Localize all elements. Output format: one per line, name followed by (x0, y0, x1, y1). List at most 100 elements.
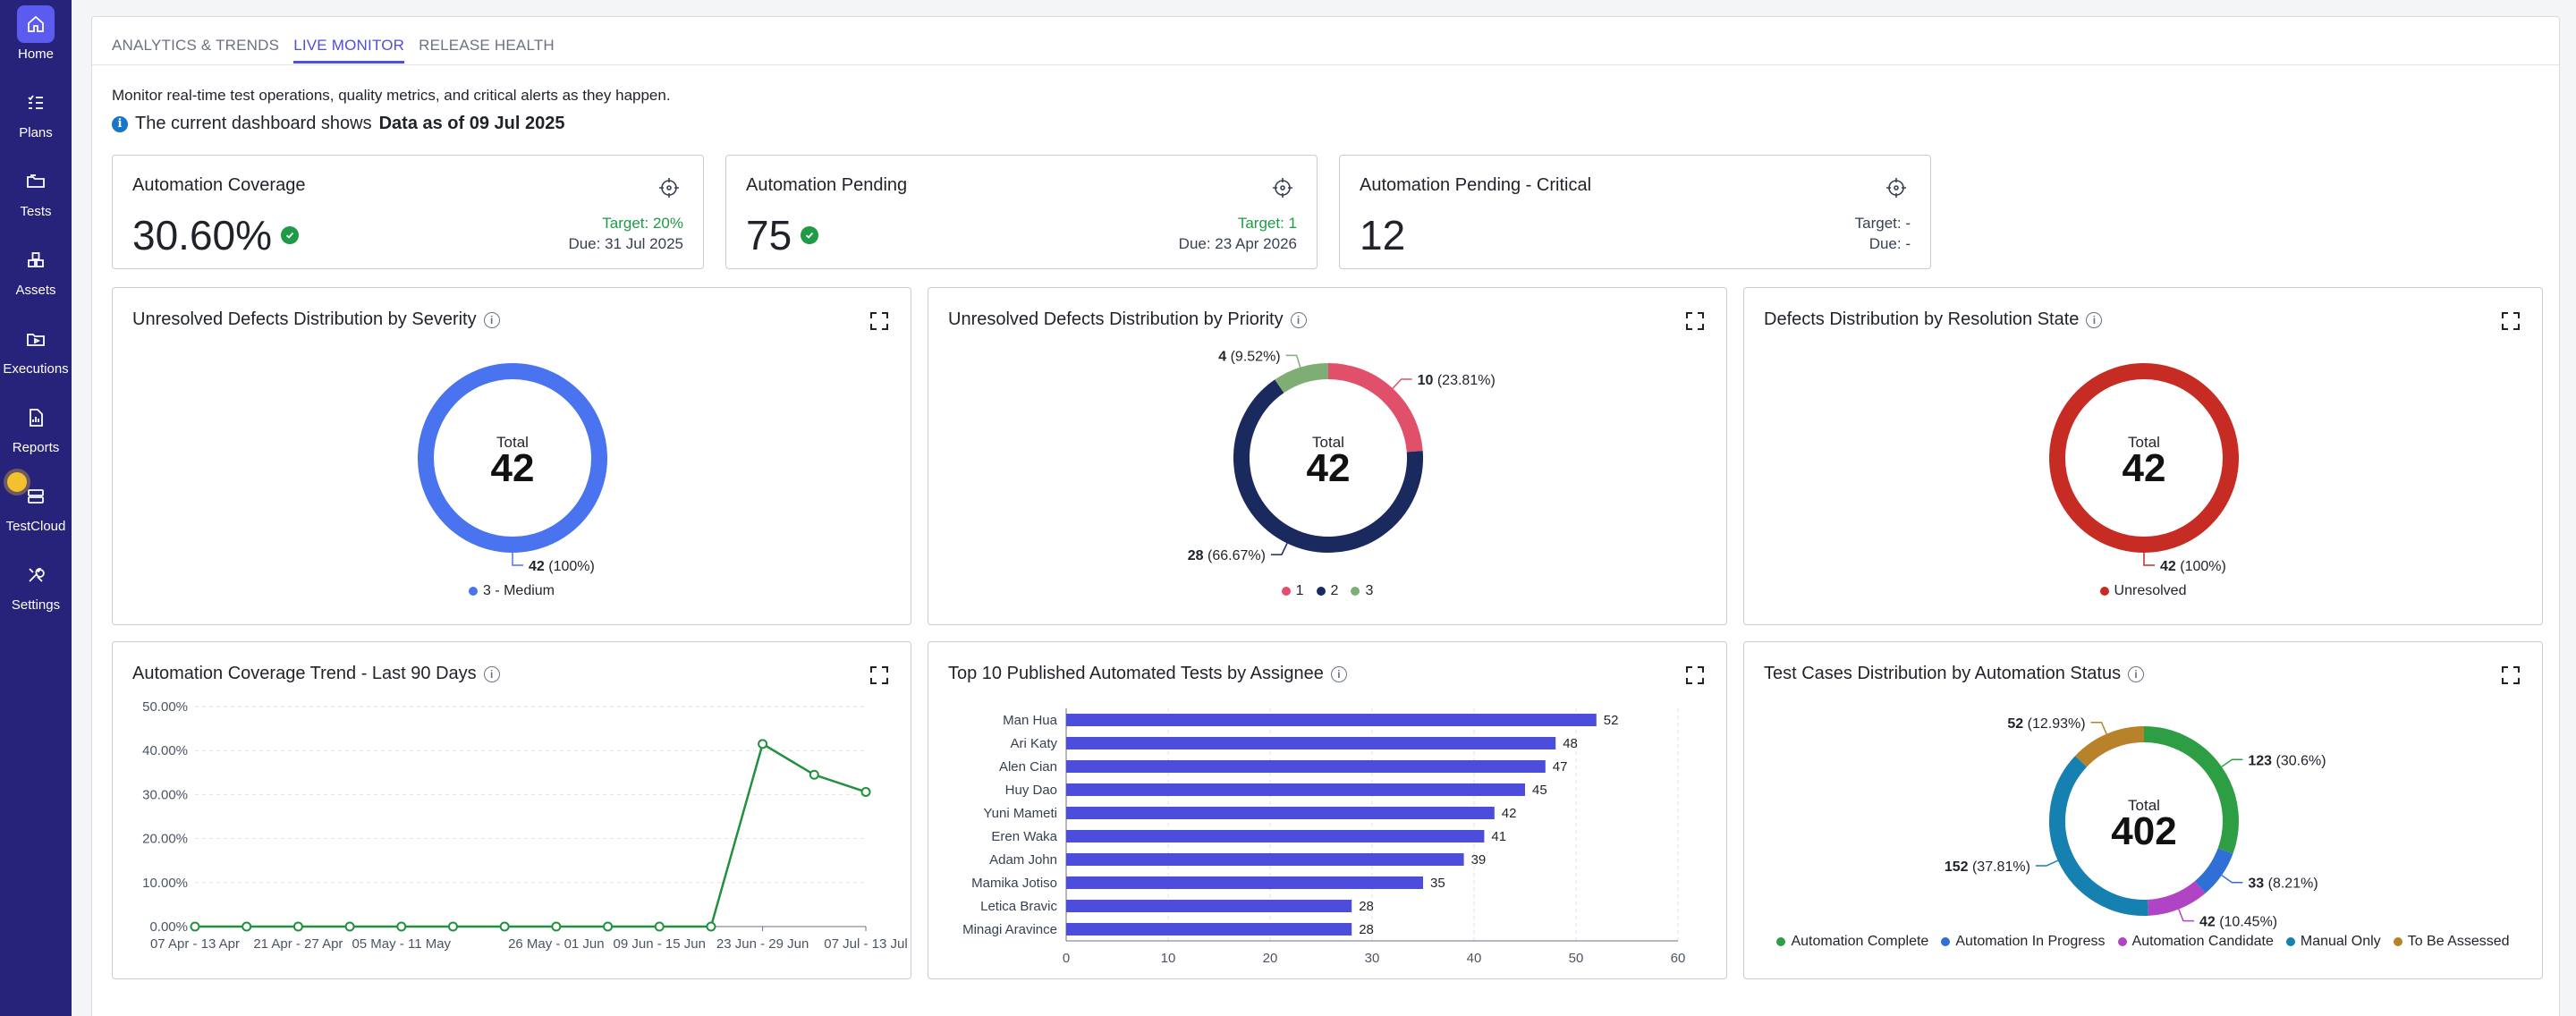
expand-icon[interactable] (1685, 311, 1705, 331)
legend-item[interactable]: 1 (1281, 583, 1304, 599)
info-icon[interactable]: i (1330, 665, 1347, 682)
sidebar-item-settings[interactable]: Settings (0, 553, 72, 624)
kpi-value: 75 (746, 211, 819, 259)
coverage-point[interactable] (860, 786, 871, 797)
target-icon[interactable] (1272, 177, 1293, 199)
legend-item[interactable]: Automation Candidate (2117, 934, 2274, 950)
bar-value-label: 52 (1604, 713, 1619, 728)
donut-slice-automation-in-progress[interactable] (2194, 848, 2233, 893)
expand-icon[interactable] (2501, 311, 2521, 331)
legend-item[interactable]: 3 (1351, 583, 1373, 599)
bar-man-hua[interactable] (1066, 714, 1597, 726)
coverage-point[interactable] (292, 921, 303, 932)
donut-slice-to-be-assessed[interactable] (2075, 726, 2145, 767)
coverage-point[interactable] (809, 769, 819, 780)
x-tick-label: 20 (1263, 951, 1278, 966)
legend-label: 3 (1365, 583, 1374, 598)
bar-mamika-jotiso[interactable] (1066, 876, 1423, 889)
coverage-point[interactable] (396, 921, 407, 932)
donut-chart-automation-status: 123 (30.6%) 33 (8.21%) 42 (10.45%) 152 (37.… (1945, 716, 2326, 930)
sidebar-item-home[interactable]: Home (0, 2, 72, 73)
expand-icon[interactable] (869, 665, 889, 685)
donut-slice-automation-candidate[interactable] (2147, 880, 2206, 916)
testcloud-icon (17, 478, 55, 515)
info-icon[interactable]: i (1290, 311, 1307, 328)
donut-slice-manual-only[interactable] (2049, 756, 2148, 916)
bar-eren-waka[interactable] (1066, 830, 1485, 842)
coverage-point[interactable] (603, 921, 614, 932)
sidebar-item-label: TestCloud (5, 519, 66, 534)
coverage-point[interactable] (447, 921, 458, 932)
donut-slice-3-medium[interactable] (418, 363, 607, 553)
bar-yuni-mameti[interactable] (1066, 807, 1495, 819)
card-defects-by-resolution: Defects Distribution by Resolution State… (1743, 287, 2543, 625)
bar-alen-cian[interactable] (1066, 760, 1546, 773)
legend-item[interactable]: Unresolved (2099, 583, 2186, 599)
sidebar-item-reports[interactable]: Reports (0, 395, 72, 467)
bar-letica-bravic[interactable] (1066, 900, 1352, 912)
coverage-point[interactable] (190, 921, 200, 932)
plans-icon (17, 84, 55, 122)
card-title-text: Unresolved Defects Distribution by Sever… (132, 309, 477, 329)
x-tick-label: 60 (1671, 951, 1686, 966)
slice-leader-line (1392, 378, 1412, 389)
target-icon[interactable] (1885, 177, 1907, 199)
donut-slice-unresolved[interactable] (2049, 363, 2239, 553)
legend-item[interactable]: Automation In Progress (1941, 934, 2106, 950)
info-icon[interactable]: i (483, 311, 500, 328)
donut-slice-2[interactable] (1233, 379, 1423, 553)
expand-icon[interactable] (869, 311, 889, 331)
tab-release-health[interactable]: RELEASE HEALTH (419, 37, 555, 54)
coverage-point[interactable] (551, 921, 562, 932)
info-icon[interactable]: i (2128, 665, 2145, 682)
slice-value-label: 42 (100%) (2160, 559, 2226, 574)
bar-value-label: 41 (1491, 829, 1506, 844)
bar-huy-dao[interactable] (1066, 783, 1525, 796)
sidebar-item-label: Assets (15, 283, 56, 298)
bar-minagi-aravince[interactable] (1066, 923, 1352, 936)
sidebar-item-plans[interactable]: Plans (0, 80, 72, 152)
kpi-due: Due: - (1868, 235, 1911, 252)
sidebar-item-assets[interactable]: Assets (0, 238, 72, 309)
slice-leader-line (1270, 543, 1288, 555)
legend-item[interactable]: 3 - Medium (468, 583, 555, 599)
card-defects-by-severity: Unresolved Defects Distribution by Sever… (112, 287, 911, 625)
expand-icon[interactable] (2501, 665, 2521, 685)
target-icon[interactable] (658, 177, 680, 199)
bar-adam-john[interactable] (1066, 853, 1464, 866)
legend-item[interactable]: 2 (1316, 583, 1338, 599)
donut-slice-3[interactable] (1275, 363, 1329, 394)
tab-analytics-trends[interactable]: ANALYTICS & TRENDS (112, 37, 280, 54)
card-title-text: Test Cases Distribution by Automation St… (1764, 664, 2122, 683)
dashboard-tabs: ANALYTICS & TRENDS LIVE MONITOR RELEASE … (112, 17, 555, 65)
tab-live-monitor[interactable]: LIVE MONITOR (293, 17, 405, 64)
legend-item[interactable]: Automation Complete (1776, 934, 1928, 950)
sidebar-item-executions[interactable]: Executions (0, 317, 72, 388)
notification-dot[interactable] (7, 472, 27, 492)
sidebar-item-testcloud[interactable]: TestCloud (0, 474, 72, 546)
slice-value-label: 42 (10.45%) (2199, 915, 2277, 930)
intro-text: Monitor real-time test operations, quali… (112, 87, 671, 104)
coverage-point[interactable] (654, 921, 665, 932)
info-icon[interactable]: i (2086, 311, 2103, 328)
legend-swatch (468, 587, 478, 596)
legend-item[interactable]: Manual Only (2285, 934, 2381, 950)
kpi-due: Due: 31 Jul 2025 (568, 235, 683, 252)
coverage-line (195, 741, 867, 928)
bar-ari-katy[interactable] (1066, 737, 1556, 749)
coverage-point[interactable] (758, 739, 768, 749)
coverage-point[interactable] (242, 921, 252, 932)
donut-slice-1[interactable] (1327, 363, 1423, 453)
legend-item[interactable]: To Be Assessed (2393, 934, 2510, 950)
coverage-point[interactable] (706, 921, 716, 932)
bar-category-label: Adam John (989, 852, 1057, 868)
coverage-point[interactable] (499, 921, 510, 932)
slice-leader-line (512, 553, 523, 566)
donut-slice-automation-complete[interactable] (2143, 726, 2239, 854)
tests-icon (17, 163, 55, 200)
y-tick-label: 30.00% (142, 787, 188, 802)
coverage-point[interactable] (344, 921, 355, 932)
info-icon[interactable]: i (483, 665, 500, 682)
sidebar-item-tests[interactable]: Tests (0, 159, 72, 231)
expand-icon[interactable] (1685, 665, 1705, 685)
